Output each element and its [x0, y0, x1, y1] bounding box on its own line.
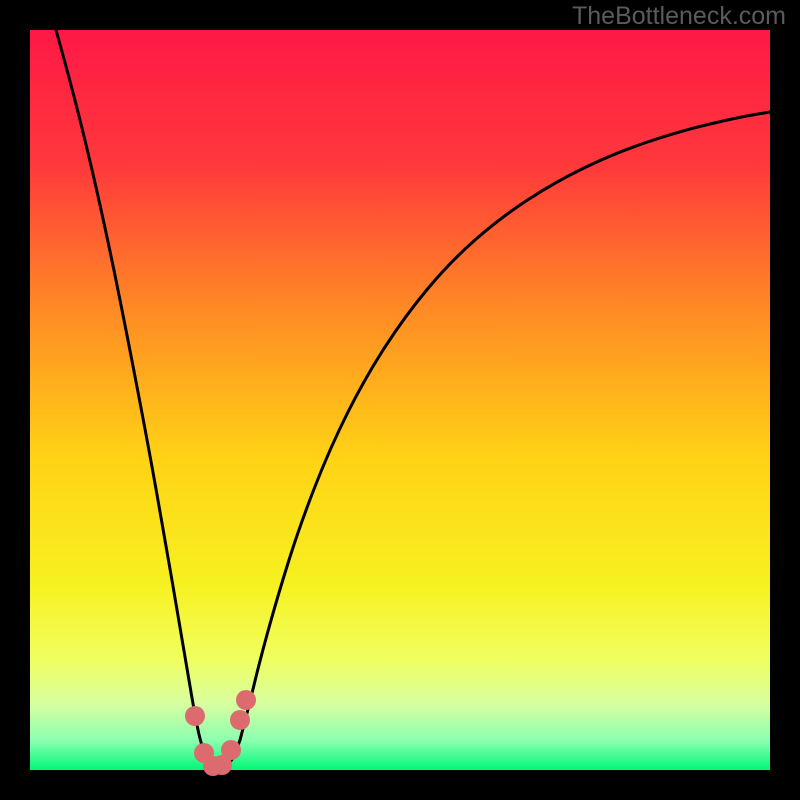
- curve-marker: [185, 706, 205, 726]
- watermark-label: TheBottleneck.com: [572, 2, 786, 31]
- bottleneck-chart: [0, 0, 800, 800]
- curve-marker: [221, 740, 241, 760]
- curve-marker: [230, 710, 250, 730]
- curve-marker: [236, 690, 256, 710]
- chart-container: TheBottleneck.com: [0, 0, 800, 800]
